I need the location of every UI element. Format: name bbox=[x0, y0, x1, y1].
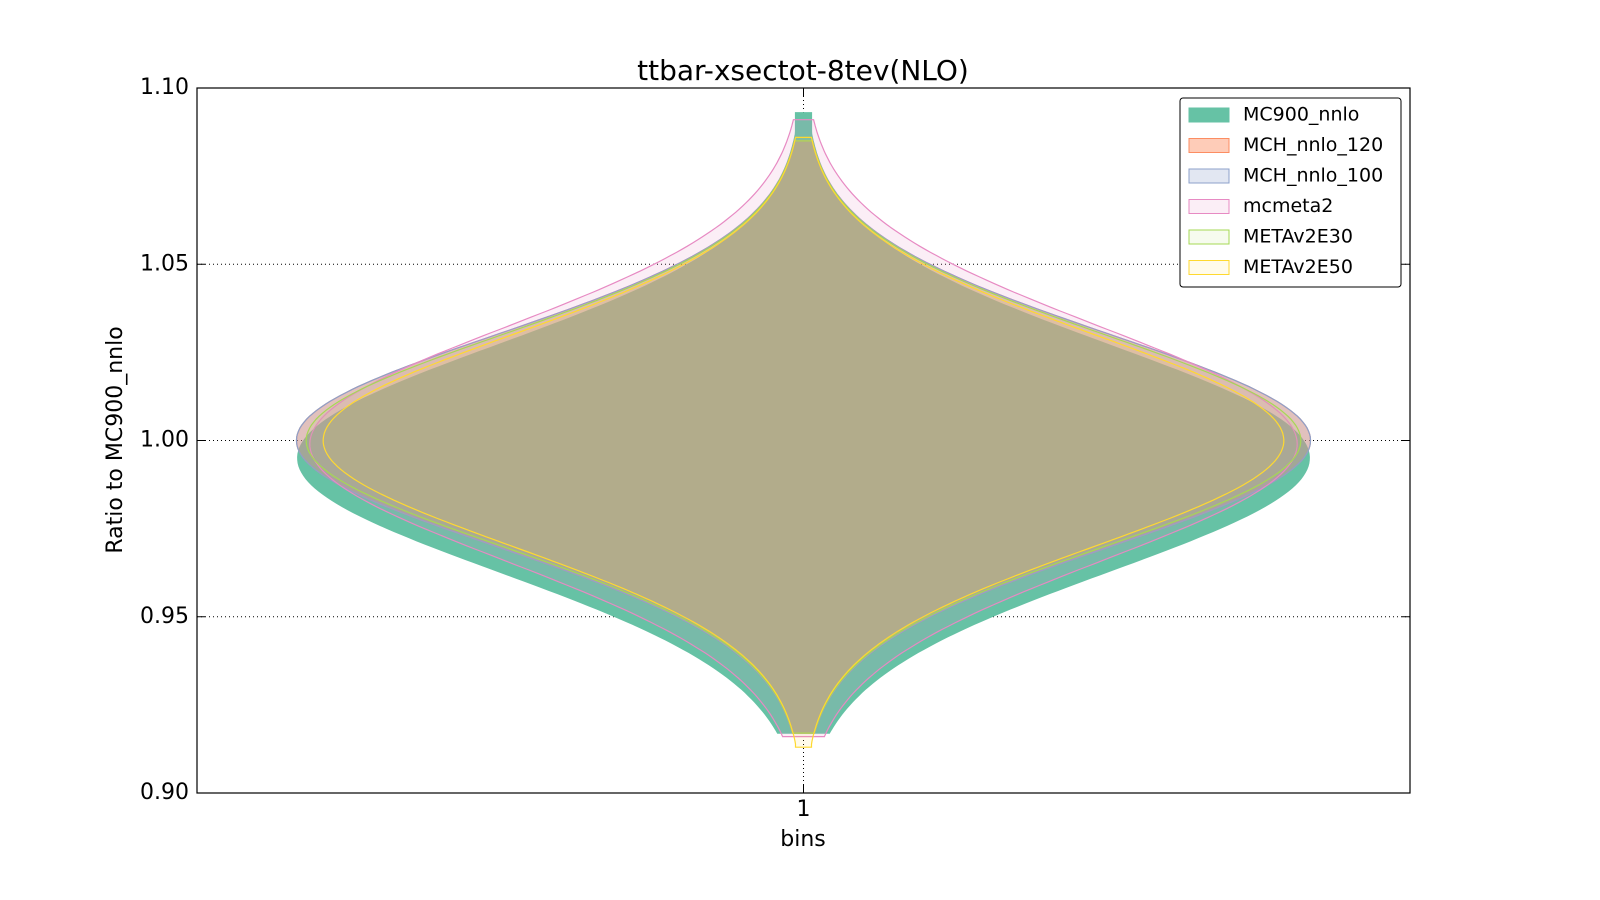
y-tick-label: 0.90 bbox=[140, 780, 189, 805]
legend-box bbox=[1179, 97, 1402, 288]
legend: MC900_nnlo MCH_nnlo_120 MCH_nnlo_100mcmeta… bbox=[1179, 97, 1402, 288]
legend-swatch bbox=[1188, 229, 1230, 245]
y-tick-label: 1.05 bbox=[140, 251, 189, 276]
y-axis-label: Ratio to MC900_nnlo bbox=[103, 326, 128, 553]
x-axis-label: bins bbox=[780, 827, 825, 852]
legend-swatch bbox=[1188, 168, 1230, 184]
x-tick-label: 1 bbox=[797, 797, 811, 822]
violin bbox=[322, 136, 1285, 748]
legend-label: METAv2E30 bbox=[1243, 226, 1353, 248]
chart-title: ttbar-xsectot-8tev(NLO) bbox=[637, 54, 969, 87]
legend-label: METAv2E50 bbox=[1243, 256, 1353, 278]
y-tick-label: 1.00 bbox=[140, 428, 189, 453]
legend-swatch bbox=[1188, 199, 1230, 214]
legend-swatch bbox=[1188, 138, 1230, 153]
violin bbox=[309, 119, 1298, 738]
legend-label: MCH_nnlo_120 bbox=[1243, 134, 1383, 156]
legend-label: MC900_nnlo bbox=[1243, 104, 1359, 126]
legend-swatch bbox=[1188, 107, 1230, 123]
legend-label: MCH_nnlo_100 bbox=[1243, 165, 1383, 187]
y-tick-label: 0.95 bbox=[140, 604, 189, 629]
legend-label: mcmeta2 bbox=[1243, 195, 1333, 217]
legend-swatch bbox=[1188, 260, 1230, 275]
y-tick-label: 1.10 bbox=[140, 75, 189, 100]
